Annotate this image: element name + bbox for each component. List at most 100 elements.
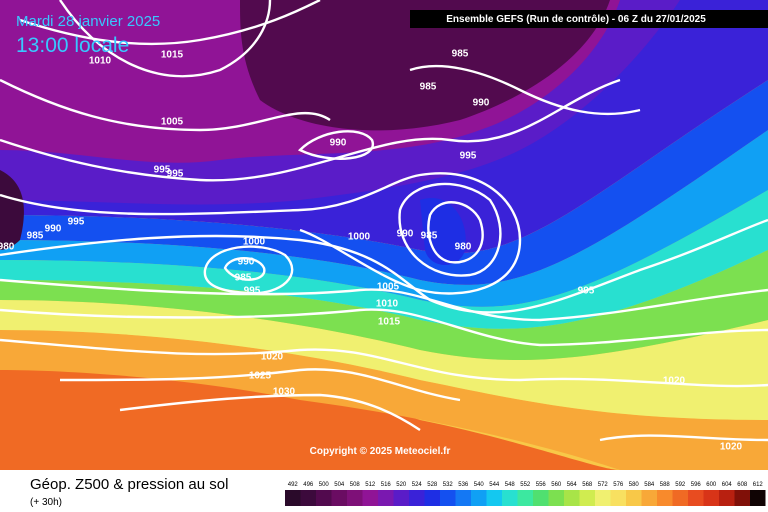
isobar-label: 1020: [261, 352, 284, 363]
model-info: Ensemble GEFS (Run de contrôle) - 06 Z d…: [446, 14, 706, 25]
color-swatch: [331, 490, 347, 506]
color-swatch: [393, 490, 409, 506]
isobar-label: 980: [455, 242, 472, 253]
isobars: [0, 0, 768, 442]
color-swatch: [362, 490, 378, 506]
color-label: 516: [381, 482, 392, 488]
date: Mardi 28 janvier 2025: [16, 13, 160, 30]
color-swatch: [657, 490, 673, 506]
color-swatch: [486, 490, 502, 506]
color-swatch: [750, 490, 766, 506]
color-swatch: [378, 490, 394, 506]
color-swatch: [517, 490, 533, 506]
footer-title: Géop. Z500 & pression au sol: [30, 476, 228, 493]
color-swatch: [409, 490, 425, 506]
color-swatch: [626, 490, 642, 506]
color-swatch: [424, 490, 440, 506]
color-swatch: [471, 490, 487, 506]
color-label: 524: [412, 482, 423, 488]
color-label: 576: [613, 482, 624, 488]
color-swatch: [300, 490, 316, 506]
color-label: 496: [303, 482, 314, 488]
isobar-label: 985: [452, 49, 469, 60]
color-swatch: [610, 490, 626, 506]
color-label: 552: [520, 482, 531, 488]
isobar-labels: 1015101010059959959959909859809859859909…: [0, 49, 743, 453]
color-label: 564: [567, 482, 578, 488]
color-label: 536: [458, 482, 469, 488]
isobar-label: 995: [167, 169, 184, 180]
isobar-label: 985: [235, 273, 252, 284]
isobar-label: 990: [45, 224, 62, 235]
isobar-label: 1000: [243, 237, 266, 248]
color-swatch: [595, 490, 611, 506]
color-swatch: [285, 490, 301, 506]
color-label: 556: [536, 482, 547, 488]
isobar-label: 1010: [89, 56, 112, 67]
copyright: Copyright © 2025 Meteociel.fr: [310, 446, 451, 457]
isobar-label: 985: [420, 82, 437, 93]
color-swatch: [347, 490, 363, 506]
color-label: 508: [350, 482, 361, 488]
isobar-label: 995: [154, 165, 171, 176]
color-swatch: [548, 490, 564, 506]
color-label: 588: [660, 482, 671, 488]
isobar-label: 1020: [720, 442, 743, 453]
isobar-label: 980: [0, 242, 15, 253]
color-label: 580: [629, 482, 640, 488]
isobar-label: 995: [244, 286, 261, 297]
lead-time: (+ 30h): [30, 497, 62, 508]
isobar-label: 1010: [376, 299, 399, 310]
color-label: 608: [737, 482, 748, 488]
color-label: 548: [505, 482, 516, 488]
color-label: 500: [319, 482, 330, 488]
color-label: 600: [706, 482, 717, 488]
isobar-label: 990: [473, 98, 490, 109]
colorbar: 492 496 500 504 508 512 516 520 524 528 532 536 540 5…: [285, 482, 766, 506]
color-label: 540: [474, 482, 485, 488]
color-swatch: [734, 490, 750, 506]
color-swatch: [564, 490, 580, 506]
isobar-label: 990: [397, 229, 414, 240]
isobar-label: 995: [578, 286, 595, 297]
color-label: 596: [691, 482, 702, 488]
color-swatch: [688, 490, 704, 506]
color-label: 592: [675, 482, 686, 488]
color-swatch: [703, 490, 719, 506]
color-label: 544: [489, 482, 500, 488]
color-swatch: [455, 490, 471, 506]
color-swatch: [440, 490, 456, 506]
color-swatch: [316, 490, 332, 506]
isobar-label: 995: [68, 217, 85, 228]
color-swatch: [672, 490, 688, 506]
color-label: 584: [644, 482, 655, 488]
color-label: 612: [753, 482, 764, 488]
isobar-label: 1005: [377, 282, 400, 293]
isobar-label: 985: [421, 231, 438, 242]
color-label: 492: [288, 482, 299, 488]
geopotential-fill: [0, 0, 768, 470]
isobar-label: 990: [330, 138, 347, 149]
color-label: 568: [582, 482, 593, 488]
color-label: 520: [396, 482, 407, 488]
model-banner: [410, 10, 768, 28]
isobar-label: 995: [460, 151, 477, 162]
isobar-label: 1030: [273, 387, 296, 398]
color-swatch: [502, 490, 518, 506]
isobar-label: 1000: [348, 232, 371, 243]
color-label: 604: [722, 482, 733, 488]
color-label: 532: [443, 482, 454, 488]
time: 13:00 locale: [16, 34, 129, 57]
color-label: 528: [427, 482, 438, 488]
color-label: 560: [551, 482, 562, 488]
isobar-label: 1015: [161, 50, 184, 61]
color-swatch: [641, 490, 657, 506]
color-label: 572: [598, 482, 609, 488]
color-swatch: [579, 490, 595, 506]
isobar-label: 985: [27, 231, 44, 242]
isobar-label: 1025: [249, 371, 272, 382]
isobar-label: 1005: [161, 117, 184, 128]
isobar-label: 1020: [663, 376, 686, 387]
color-label: 512: [365, 482, 376, 488]
